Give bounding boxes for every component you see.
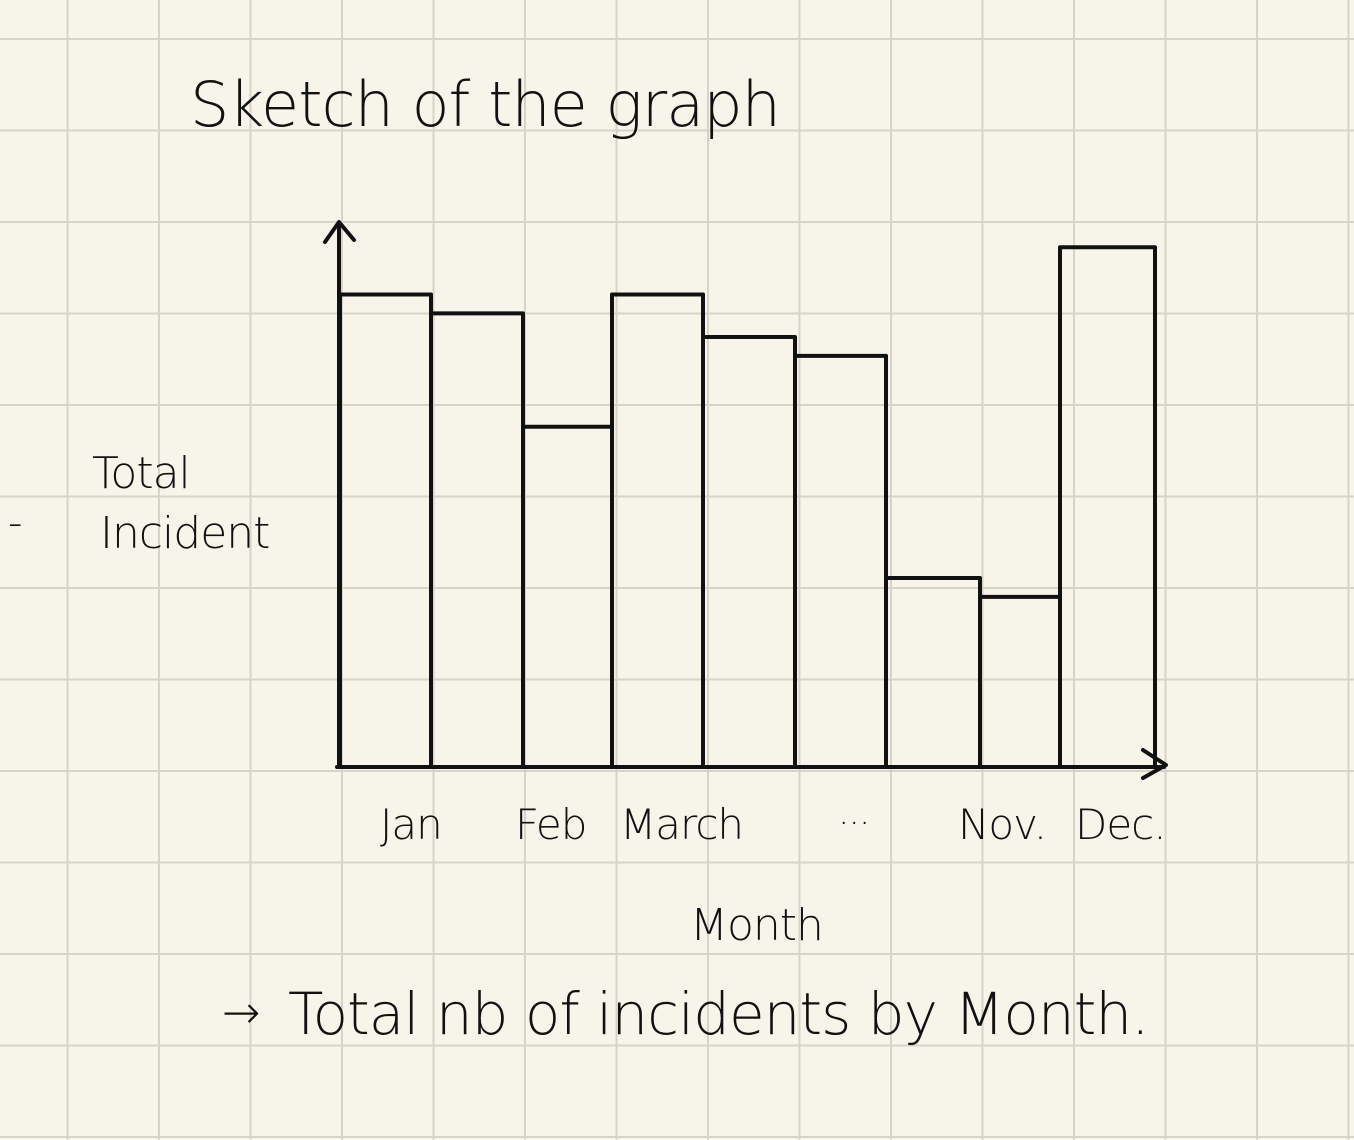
x-tick-label-feb: Feb bbox=[515, 800, 587, 849]
x-axis-label: Month bbox=[690, 900, 824, 951]
x-tick-label-nov: Nov. bbox=[958, 800, 1047, 849]
bar-5 bbox=[701, 335, 797, 769]
x-axis-arrowhead bbox=[1141, 748, 1168, 780]
bar-1 bbox=[338, 292, 433, 769]
bar-2 bbox=[429, 311, 525, 769]
chart-title: Sketch of the graph bbox=[190, 68, 781, 141]
bullet-dash: - bbox=[8, 500, 22, 546]
bar-4 bbox=[610, 292, 705, 769]
bar-7 bbox=[884, 576, 982, 769]
x-tick-label-ellipsis: ... bbox=[838, 792, 870, 833]
x-tick-label-march: March bbox=[620, 800, 744, 849]
y-axis-label-line-2: Incident bbox=[100, 508, 270, 559]
x-tick-label-dec: Dec. bbox=[1075, 800, 1167, 849]
bar-9 bbox=[1058, 245, 1157, 769]
y-axis-label-line-1: Total bbox=[92, 448, 191, 499]
bar-3 bbox=[521, 424, 614, 769]
y-axis-arrowhead bbox=[323, 220, 356, 244]
caption-arrow: → bbox=[222, 985, 261, 1039]
x-tick-label-jan: Jan bbox=[380, 800, 443, 849]
chart-caption: Total nb of incidents by Month. bbox=[288, 980, 1150, 1048]
bar-8 bbox=[978, 594, 1062, 769]
bar-6 bbox=[793, 353, 888, 769]
